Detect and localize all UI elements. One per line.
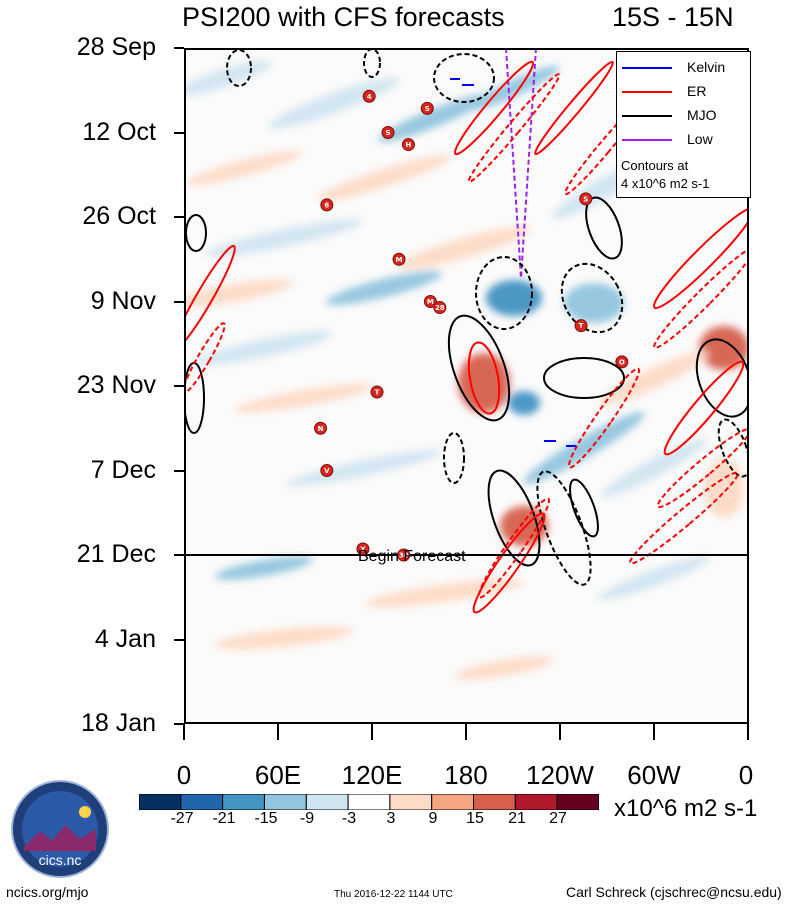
colorbar-cell bbox=[431, 794, 475, 810]
storm-id: N bbox=[318, 425, 324, 433]
colorbar-label: 3 bbox=[386, 810, 396, 827]
x-tick-label: 0 bbox=[738, 760, 754, 790]
colorbar-cell bbox=[347, 794, 391, 810]
storm-id: S bbox=[425, 105, 430, 113]
legend-item: Low bbox=[617, 130, 750, 150]
storm-marker: S bbox=[420, 101, 434, 115]
cics-logo: cics.nc bbox=[11, 780, 109, 878]
colorbar-cell bbox=[264, 794, 307, 810]
storm-marker: 28 bbox=[433, 301, 447, 315]
storm-id: S bbox=[583, 195, 588, 203]
storm-id: V bbox=[324, 467, 330, 475]
y-tick-label: 28 Sep bbox=[76, 33, 156, 61]
colorbar-cell bbox=[139, 794, 182, 810]
storm-id: H bbox=[406, 141, 412, 149]
legend-label: ER bbox=[687, 83, 707, 99]
y-tick-label: 7 Dec bbox=[90, 456, 156, 484]
y-tick-label: 23 Nov bbox=[76, 371, 156, 399]
logo-text: cics.nc bbox=[39, 852, 82, 868]
colorbar-cell bbox=[556, 794, 599, 810]
colorbar-units: x10^6 m2 s-1 bbox=[614, 795, 758, 822]
y-tick-label: 4 Jan bbox=[94, 625, 156, 653]
legend-note: 4 x10^6 m2 s-1 bbox=[621, 176, 710, 191]
legend-swatch bbox=[622, 115, 672, 117]
storm-marker: N bbox=[314, 421, 328, 435]
storm-marker: 30 bbox=[397, 548, 411, 562]
storm-id: 4 bbox=[367, 93, 372, 101]
storm-marker: 4 bbox=[362, 89, 376, 103]
storm-id: 6 bbox=[324, 201, 329, 209]
legend-item: ER bbox=[617, 82, 750, 102]
colorbar-label: -21 bbox=[212, 810, 236, 827]
legend: Kelvin ER MJO Low Contours at 4 x10^6 m2… bbox=[616, 51, 751, 198]
colorbar-cell bbox=[180, 794, 224, 810]
forecast-label: Begin Forecast bbox=[358, 548, 466, 565]
y-tick-label: 12 Oct bbox=[82, 118, 156, 146]
storm-id: O bbox=[619, 358, 625, 366]
colorbar-label: 9 bbox=[428, 810, 438, 827]
y-tick-label: 18 Jan bbox=[80, 709, 156, 737]
legend-label: Low bbox=[687, 131, 713, 147]
legend-label: MJO bbox=[687, 107, 717, 123]
colorbar-cell bbox=[473, 794, 516, 810]
x-tick-label: 180 bbox=[444, 760, 488, 790]
colorbar-label: 27 bbox=[549, 810, 567, 827]
storm-marker: S bbox=[579, 192, 593, 206]
x-tick-label: 60W bbox=[627, 760, 681, 790]
storm-marker: H bbox=[401, 138, 415, 152]
legend-item: MJO bbox=[617, 106, 750, 126]
colorbar-label: -9 bbox=[299, 810, 315, 827]
legend-item: Kelvin bbox=[617, 58, 750, 78]
colorbar-label: 15 bbox=[466, 810, 484, 827]
footer-timestamp: Thu 2016-12-22 1144 UTC bbox=[334, 889, 453, 900]
storm-marker: T bbox=[574, 319, 588, 333]
colorbar-label: -15 bbox=[254, 810, 278, 827]
colorbar-cell bbox=[222, 794, 265, 810]
storm-id: 30 bbox=[399, 552, 409, 560]
legend-note: Contours at bbox=[621, 158, 689, 173]
footer-url[interactable]: ncics.org/mjo bbox=[6, 884, 89, 900]
storm-id: 28 bbox=[435, 304, 445, 312]
y-tick-label: 9 Nov bbox=[90, 287, 156, 315]
contours bbox=[184, 48, 749, 614]
colorbar-cell bbox=[389, 794, 433, 810]
colorbar-label: 21 bbox=[508, 810, 526, 827]
y-tick-label: 26 Oct bbox=[82, 202, 156, 230]
footer-author: Carl Schreck (cjschrec@ncsu.edu) bbox=[566, 884, 782, 900]
chart-region: 15S - 15N bbox=[612, 2, 734, 32]
legend-label: Kelvin bbox=[687, 59, 726, 75]
storm-marker: Y bbox=[356, 542, 370, 556]
axis-ticks bbox=[174, 47, 749, 740]
storm-marker: V bbox=[320, 464, 334, 477]
x-tick-label: 0 bbox=[176, 760, 192, 790]
storm-id: M bbox=[396, 256, 403, 264]
storm-id: S bbox=[386, 129, 391, 137]
colorbar-label: -3 bbox=[341, 810, 357, 827]
storm-id: T bbox=[579, 322, 584, 330]
storm-marker: S bbox=[381, 126, 395, 139]
storm-marker: 6 bbox=[320, 198, 334, 212]
colorbar-cell bbox=[305, 794, 349, 810]
colorbar-label: -27 bbox=[170, 810, 194, 827]
storm-id: M bbox=[427, 298, 434, 306]
legend-swatch bbox=[622, 67, 672, 69]
storm-marker: O bbox=[615, 355, 629, 369]
storm-marker: M bbox=[423, 295, 437, 308]
legend-swatch bbox=[622, 91, 672, 93]
storm-id: Y bbox=[359, 545, 366, 553]
x-tick-label: 120W bbox=[526, 760, 594, 790]
x-tick-label: 120E bbox=[341, 760, 403, 790]
storm-marker: T bbox=[370, 385, 384, 399]
storm-marker: M bbox=[392, 252, 406, 266]
storm-id: T bbox=[375, 389, 380, 397]
chart-title: PSI200 with CFS forecasts bbox=[182, 2, 505, 32]
legend-swatch bbox=[622, 139, 672, 141]
x-tick-label: 60E bbox=[254, 760, 302, 790]
colorbar-cell bbox=[514, 794, 558, 810]
colorbar bbox=[139, 794, 599, 810]
y-tick-label: 21 Dec bbox=[76, 540, 156, 568]
